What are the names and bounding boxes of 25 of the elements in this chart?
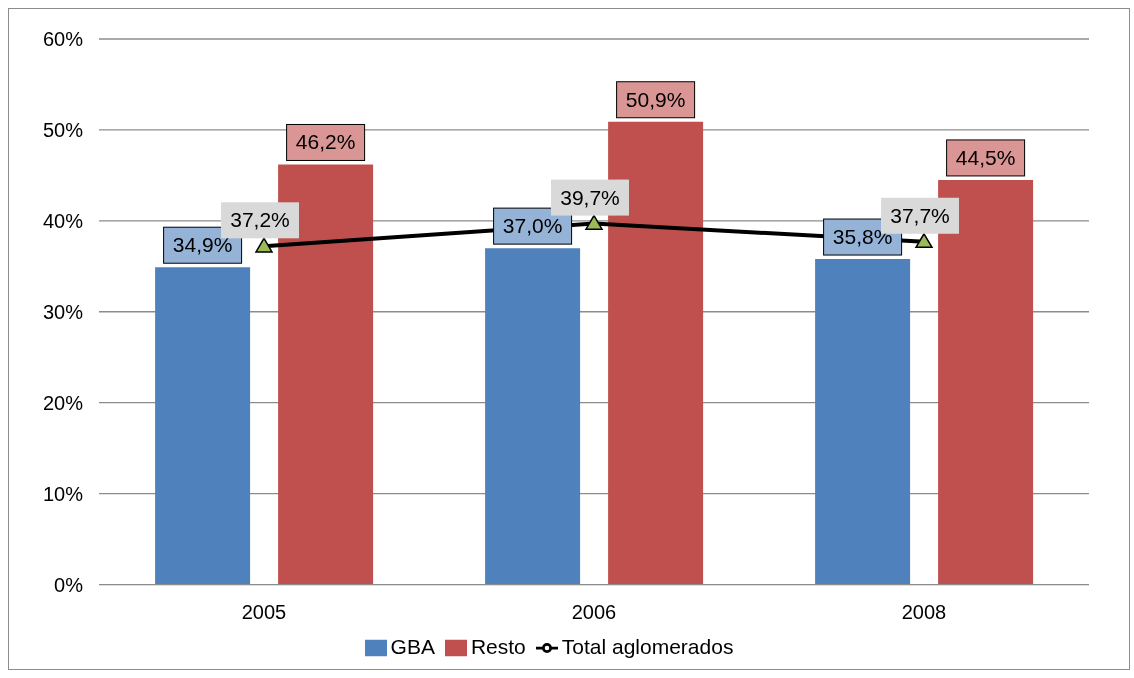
x-tick-label: 2008 bbox=[901, 600, 947, 623]
x-tick-label: 2005 bbox=[241, 600, 287, 623]
y-tick-label: 0% bbox=[54, 573, 84, 596]
legend-label: Resto bbox=[470, 634, 526, 658]
x-tick-label: 2006 bbox=[571, 600, 617, 623]
y-tick-label: 10% bbox=[42, 482, 84, 505]
y-tick-label: 40% bbox=[42, 209, 84, 232]
y-tick-label: 50% bbox=[42, 119, 84, 142]
data-label: 50,9% bbox=[625, 87, 686, 111]
data-label: 37,7% bbox=[890, 203, 950, 227]
data-label: 35,8% bbox=[832, 225, 893, 249]
y-tick-label: 20% bbox=[42, 391, 84, 414]
y-tick-label: 60% bbox=[42, 28, 84, 51]
data-label: 37,2% bbox=[230, 208, 290, 232]
y-tick-label: 30% bbox=[42, 300, 84, 323]
bar bbox=[155, 267, 251, 585]
legend-label: GBA bbox=[390, 634, 435, 658]
data-label: 39,7% bbox=[560, 185, 620, 209]
bar bbox=[815, 259, 911, 585]
data-label: 34,9% bbox=[172, 233, 233, 257]
data-label: 46,2% bbox=[295, 130, 356, 154]
bar bbox=[485, 248, 581, 585]
data-label: 44,5% bbox=[955, 145, 1016, 169]
legend-label: Total aglomerados bbox=[561, 634, 734, 658]
data-label: 37,0% bbox=[502, 214, 563, 238]
